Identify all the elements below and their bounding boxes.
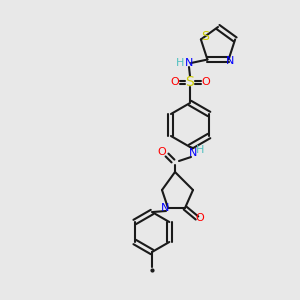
Text: O: O xyxy=(158,147,166,157)
Text: S: S xyxy=(201,30,209,43)
Text: O: O xyxy=(202,77,210,87)
Text: O: O xyxy=(171,77,179,87)
Text: N: N xyxy=(185,58,193,68)
Text: O: O xyxy=(196,213,204,223)
Text: N: N xyxy=(189,148,197,158)
Text: S: S xyxy=(186,75,194,89)
Text: N: N xyxy=(161,203,169,213)
Text: H: H xyxy=(196,145,204,155)
Text: N: N xyxy=(225,56,234,66)
Text: H: H xyxy=(176,58,184,68)
